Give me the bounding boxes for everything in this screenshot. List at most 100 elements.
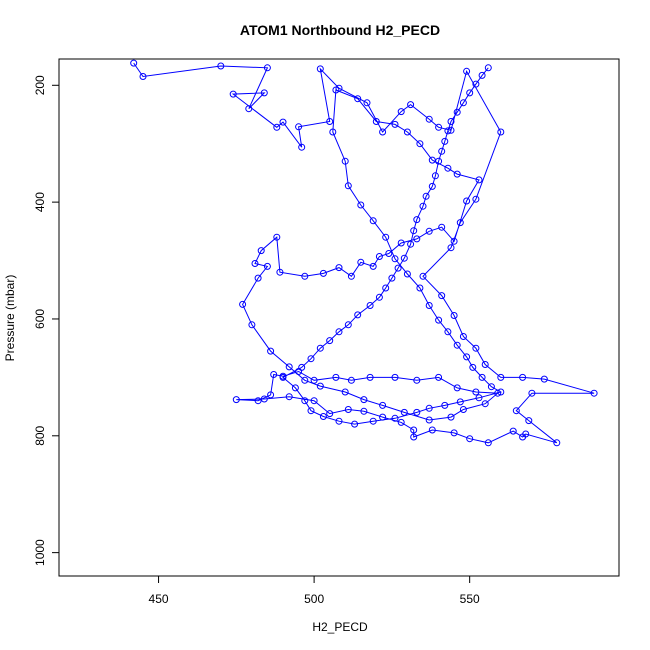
data-point <box>260 395 268 403</box>
data-point <box>459 99 467 107</box>
data-point <box>444 164 452 172</box>
chart-title: ATOM1 Northbound H2_PECD <box>240 22 440 38</box>
data-point <box>391 120 399 128</box>
data-point <box>279 118 287 126</box>
data-point <box>519 373 527 381</box>
y-tick-label: 800 <box>33 425 47 445</box>
data-point <box>310 376 318 384</box>
y-axis: 200 400 600 800 1000 <box>33 75 59 566</box>
data-point <box>285 393 293 401</box>
y-tick-label: 200 <box>33 75 47 95</box>
data-point <box>444 328 452 336</box>
data-point <box>344 406 352 413</box>
data-point <box>347 376 355 384</box>
data-point <box>466 435 474 443</box>
data-point <box>425 416 433 424</box>
data-point <box>463 67 471 75</box>
data-point <box>270 371 278 378</box>
data-point <box>375 253 383 260</box>
data-point <box>459 406 467 413</box>
data-point <box>363 99 371 107</box>
data-point <box>369 262 377 270</box>
data-point <box>254 274 262 282</box>
data-point <box>450 237 458 245</box>
data-point <box>326 337 334 345</box>
data-point <box>456 398 464 406</box>
data-point <box>475 176 483 184</box>
data-point <box>497 388 505 396</box>
data-point <box>413 376 421 384</box>
data-point <box>385 250 393 257</box>
data-point <box>382 284 390 292</box>
data-point <box>459 333 467 340</box>
data-point <box>354 95 362 103</box>
data-point <box>438 292 446 300</box>
data-point <box>435 157 443 165</box>
data-point <box>447 118 455 125</box>
x-axis: 450 500 550 <box>149 576 480 606</box>
data-point <box>453 341 461 349</box>
data-point <box>481 400 489 408</box>
data-point <box>403 270 411 278</box>
data-point <box>472 195 480 203</box>
data-point <box>410 426 418 434</box>
data-point <box>416 284 424 292</box>
data-point <box>260 89 268 97</box>
data-point <box>360 407 368 415</box>
data-point <box>301 397 309 405</box>
data-point <box>450 312 458 319</box>
data-point <box>497 373 505 381</box>
data-point <box>301 376 309 384</box>
data-point <box>422 192 430 200</box>
data-point <box>245 105 253 113</box>
data-point <box>372 118 380 125</box>
data-point <box>366 302 374 309</box>
data-point <box>267 391 275 399</box>
data-point <box>273 123 281 131</box>
data-point <box>444 127 452 135</box>
data-point <box>254 397 262 405</box>
y-tick-label: 600 <box>33 309 47 329</box>
x-tick-label: 550 <box>460 592 480 606</box>
data-point <box>419 272 427 280</box>
data-point <box>379 128 387 136</box>
data-point <box>431 172 439 180</box>
data-point <box>425 302 433 309</box>
data-point <box>229 90 237 98</box>
data-point <box>357 201 365 209</box>
data-point <box>298 363 306 371</box>
data-point <box>403 128 411 136</box>
data-point <box>357 258 365 266</box>
data-point <box>478 71 486 79</box>
data-point <box>332 86 340 94</box>
y-tick-label: 400 <box>33 192 47 212</box>
data-point <box>478 373 486 381</box>
data-point <box>413 235 421 243</box>
data-point <box>239 300 247 308</box>
data-point <box>487 383 495 391</box>
data-point <box>410 433 418 441</box>
data-point <box>425 404 433 412</box>
data-point <box>354 311 362 319</box>
data-point <box>217 62 225 70</box>
data-point <box>369 417 377 425</box>
data-point <box>257 247 265 255</box>
y-axis-label: Pressure (mbar) <box>3 275 17 362</box>
data-point <box>316 65 324 73</box>
data-point <box>341 157 349 165</box>
data-point <box>232 396 240 404</box>
data-point <box>463 197 471 205</box>
data-point <box>375 293 383 301</box>
data-point <box>441 401 449 409</box>
y-tick-label: 1000 <box>33 539 47 566</box>
data-point <box>466 89 474 97</box>
x-axis-label: H2_PECD <box>312 620 368 634</box>
data-point <box>428 426 436 434</box>
data-point <box>463 353 471 361</box>
data-point <box>453 108 461 116</box>
data-point <box>400 254 408 262</box>
data-point <box>391 414 399 422</box>
data-point <box>344 321 352 329</box>
data-point <box>481 361 489 368</box>
